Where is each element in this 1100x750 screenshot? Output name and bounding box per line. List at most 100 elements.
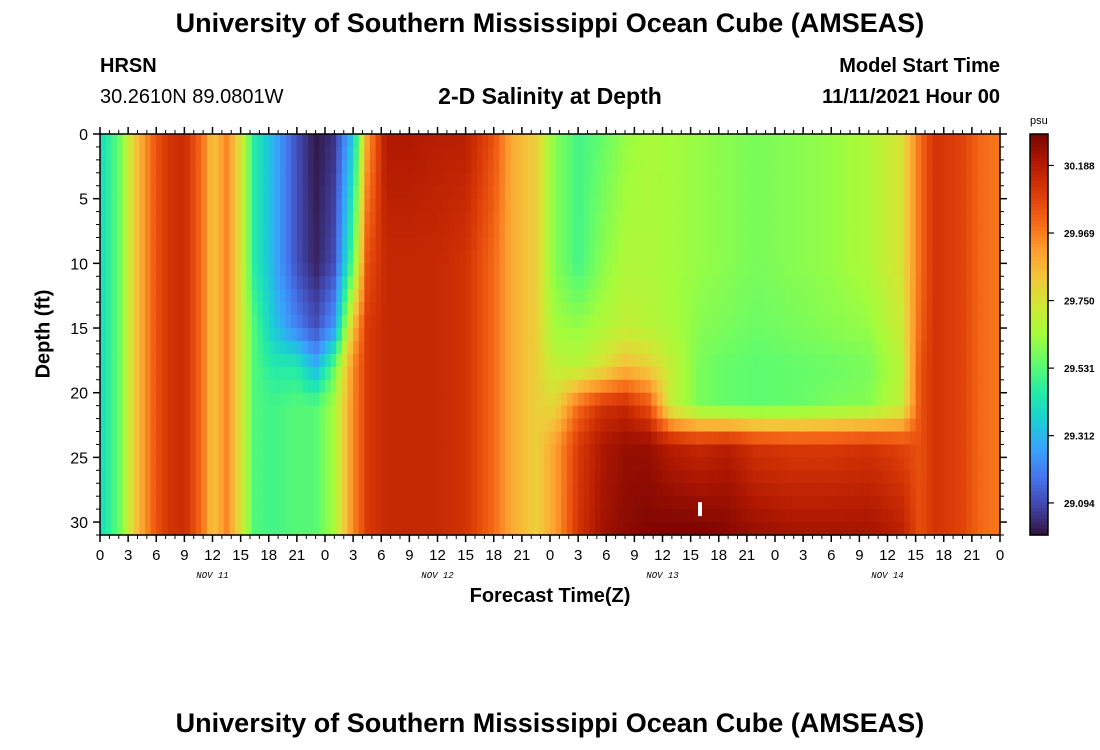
heatmap-cell <box>325 302 332 316</box>
heatmap-cell <box>651 418 658 433</box>
heatmap-cell <box>780 483 787 497</box>
heatmap-cell <box>870 509 877 523</box>
heatmap-cell <box>820 185 827 200</box>
heatmap-cell <box>139 146 146 161</box>
heatmap-cell <box>735 289 742 303</box>
heatmap-cell <box>100 483 107 497</box>
heatmap-cell <box>291 496 298 510</box>
heatmap-cell <box>100 172 107 187</box>
heatmap-cell <box>111 418 118 433</box>
heatmap-cell <box>825 315 832 329</box>
heatmap-cell <box>561 146 568 161</box>
heatmap-cell <box>763 457 770 471</box>
heatmap-cell <box>178 237 185 252</box>
heatmap-cell <box>898 159 905 174</box>
heatmap-cell <box>775 134 782 148</box>
heatmap-cell <box>302 315 309 329</box>
heatmap-cell <box>983 353 990 368</box>
heatmap-cell <box>701 405 709 420</box>
heatmap-cell <box>623 276 630 290</box>
heatmap-cell <box>218 444 225 458</box>
heatmap-cell <box>493 315 500 329</box>
heatmap-cell <box>707 237 714 252</box>
heatmap-cell <box>876 198 883 213</box>
heatmap-cell <box>550 315 557 329</box>
heatmap-cell <box>353 237 360 252</box>
heatmap-cell <box>983 159 990 174</box>
heatmap-cell <box>859 366 866 381</box>
heatmap-cell <box>696 198 703 213</box>
heatmap-cell <box>341 237 349 252</box>
heatmap-cell <box>724 263 731 277</box>
heatmap-cell <box>696 522 703 536</box>
heatmap-cell <box>257 431 264 446</box>
heatmap-cell <box>904 172 911 187</box>
heatmap-cell <box>341 289 349 303</box>
heatmap-cell <box>178 224 185 239</box>
heatmap-cell <box>212 276 219 290</box>
heatmap-cell <box>949 522 956 536</box>
heatmap-cell <box>634 224 641 239</box>
heatmap-cell <box>510 159 517 174</box>
heatmap-cell <box>690 379 697 394</box>
heatmap-cell <box>690 483 697 497</box>
heatmap-cell <box>251 211 259 226</box>
heatmap-cell <box>482 250 489 264</box>
heatmap-cell <box>285 509 292 523</box>
heatmap-cell <box>375 405 382 420</box>
heatmap-cell <box>538 276 545 290</box>
heatmap-cell <box>201 134 208 148</box>
heatmap-cell <box>831 172 838 187</box>
heatmap-cell <box>898 379 905 394</box>
heatmap-cell <box>128 457 135 471</box>
heatmap-cell <box>769 328 776 342</box>
heatmap-cell <box>538 457 545 471</box>
heatmap-cell <box>623 237 630 252</box>
heatmap-cell <box>448 159 455 174</box>
heatmap-cell <box>555 198 562 213</box>
heatmap-cell <box>561 198 568 213</box>
heatmap-cell <box>240 366 247 381</box>
heatmap-cell <box>898 211 905 226</box>
heatmap-cell <box>471 457 478 471</box>
heatmap-cell <box>341 457 349 471</box>
heatmap-cell <box>870 444 877 458</box>
heatmap-cell <box>218 185 225 200</box>
heatmap-cell <box>780 444 787 458</box>
heatmap-cell <box>561 509 568 523</box>
heatmap-cell <box>966 353 973 368</box>
heatmap-cell <box>128 224 135 239</box>
heatmap-cell <box>448 185 455 200</box>
heatmap-cell <box>145 431 152 446</box>
heatmap-cell <box>971 172 979 187</box>
heatmap-cell <box>516 457 523 471</box>
heatmap-cell <box>617 366 624 381</box>
heatmap-cell <box>668 211 675 226</box>
heatmap-cell <box>921 211 928 226</box>
heatmap-cell <box>173 276 180 290</box>
heatmap-cell <box>578 198 585 213</box>
heatmap-cell <box>308 353 315 368</box>
heatmap-cell <box>758 470 765 484</box>
heatmap-cell <box>184 366 191 381</box>
heatmap-cell <box>938 172 945 187</box>
heatmap-cell <box>364 496 371 510</box>
heatmap-cell <box>482 198 489 213</box>
heatmap-cell <box>797 159 804 174</box>
heatmap-cell <box>842 289 849 303</box>
heatmap-cell <box>415 185 422 200</box>
heatmap-cell <box>786 496 793 510</box>
heatmap-cell <box>381 418 388 433</box>
heatmap-cell <box>617 353 624 368</box>
heatmap-cell <box>983 146 990 161</box>
heatmap-cell <box>595 392 602 407</box>
heatmap-cell <box>437 328 444 342</box>
heatmap-cell <box>325 444 332 458</box>
heatmap-cell <box>634 405 641 420</box>
heatmap-cell <box>291 263 298 277</box>
heatmap-cell <box>589 457 596 471</box>
heatmap-cell <box>128 159 135 174</box>
heatmap-cell <box>493 418 500 433</box>
heatmap-cell <box>364 366 371 381</box>
heatmap-cell <box>128 172 135 187</box>
